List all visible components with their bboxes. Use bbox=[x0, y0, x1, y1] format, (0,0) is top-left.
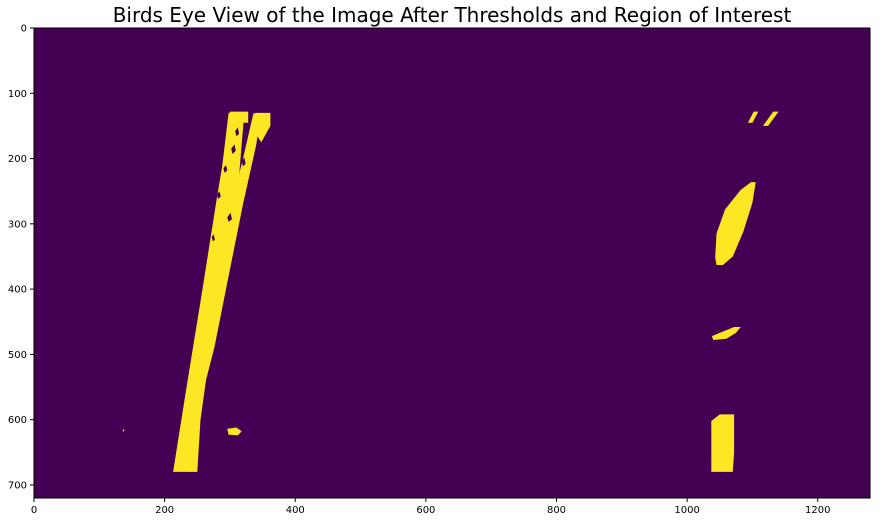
x-tick-label: 0 bbox=[31, 505, 37, 516]
right-top-mark-2 bbox=[762, 111, 779, 126]
plot-frame bbox=[33, 27, 871, 499]
x-axis: 0 200 400 600 800 1000 1200 bbox=[31, 498, 830, 516]
x-tick-label: 1000 bbox=[674, 505, 699, 516]
lane-gap-5 bbox=[211, 234, 215, 242]
x-tick-label: 1200 bbox=[805, 505, 830, 516]
left-lane-inner-strip bbox=[196, 112, 260, 394]
left-lane-top-block bbox=[229, 111, 249, 123]
heatmap-shapes bbox=[122, 111, 779, 472]
x-tick-label: 200 bbox=[155, 505, 174, 516]
heatmap-background bbox=[34, 28, 870, 498]
left-noise-dot bbox=[122, 429, 125, 432]
y-tick-label: 100 bbox=[8, 89, 27, 100]
right-top-mark-1 bbox=[747, 111, 759, 123]
left-lane-main bbox=[173, 112, 245, 472]
x-tick-label: 600 bbox=[416, 505, 435, 516]
y-tick-label: 400 bbox=[8, 285, 27, 296]
lane-gap-3 bbox=[231, 144, 236, 154]
left-lane-top-right bbox=[254, 112, 271, 143]
left-noise-blob bbox=[227, 427, 242, 436]
plot-area bbox=[33, 27, 871, 499]
lane-gap-1 bbox=[216, 191, 221, 199]
lane-gap-2 bbox=[223, 165, 228, 173]
y-tick-label: 700 bbox=[8, 480, 27, 491]
y-tick-label: 500 bbox=[8, 350, 27, 361]
right-blob-large bbox=[715, 182, 756, 265]
x-tick-label: 800 bbox=[547, 505, 566, 516]
lane-gap-7 bbox=[241, 157, 246, 167]
y-tick-label: 600 bbox=[8, 415, 27, 426]
y-axis: 0 100 200 300 400 500 600 700 bbox=[8, 24, 34, 491]
chart-title: Birds Eye View of the Image After Thresh… bbox=[113, 3, 792, 27]
lane-gap-4 bbox=[227, 212, 232, 222]
y-tick-label: 200 bbox=[8, 154, 27, 165]
y-tick-label: 300 bbox=[8, 219, 27, 230]
right-dash-middle bbox=[711, 327, 741, 340]
x-tick-label: 400 bbox=[286, 505, 305, 516]
lane-gap-6 bbox=[235, 127, 240, 137]
y-tick-label: 0 bbox=[21, 24, 27, 35]
right-block-bottom bbox=[711, 414, 735, 472]
